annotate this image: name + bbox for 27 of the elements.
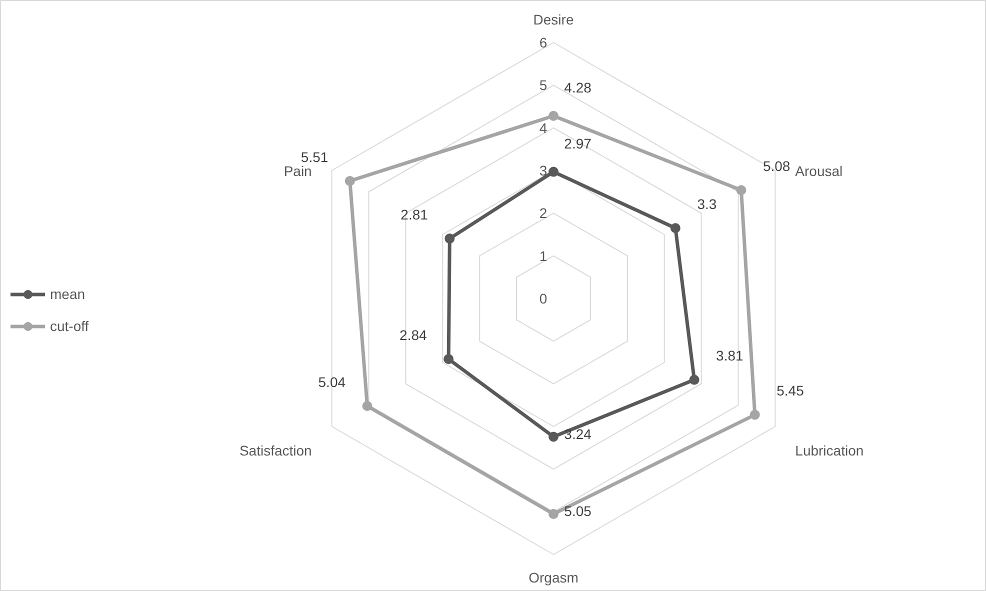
spoke-label: Lubrication [795, 442, 864, 458]
y-tick-label: 1 [539, 248, 548, 264]
y-tick-label: 6 [539, 34, 548, 50]
y-tick-label: 5 [539, 77, 548, 94]
data-label: 2.84 [400, 326, 428, 343]
data-label: 5.05 [564, 503, 592, 520]
y-tick-label: 0 [539, 290, 548, 306]
y-tick-label: 3 [539, 162, 548, 178]
legend-label: mean [50, 286, 86, 302]
data-label: 5.08 [762, 158, 790, 174]
spoke-label: Satisfaction [239, 442, 312, 458]
data-label: 5.45 [776, 382, 804, 399]
spoke-label: Orgasm [528, 570, 578, 586]
data-label: 2.81 [400, 206, 428, 222]
data-label: 3.24 [564, 426, 592, 442]
data-label: 3.81 [716, 348, 744, 364]
spoke-label: Desire [533, 11, 574, 28]
y-tick-label: 2 [539, 205, 548, 222]
spoke-label: Pain [284, 163, 312, 180]
data-label: 2.97 [564, 135, 592, 152]
legend-label: cut-off [50, 318, 89, 334]
data-label: 5.04 [318, 374, 346, 390]
spoke-label: Arousal [795, 163, 843, 180]
data-label: 3.3 [697, 196, 717, 212]
data-label: 4.28 [564, 79, 592, 96]
y-tick-label: 4 [539, 120, 548, 136]
data-label: 5.51 [300, 148, 328, 165]
